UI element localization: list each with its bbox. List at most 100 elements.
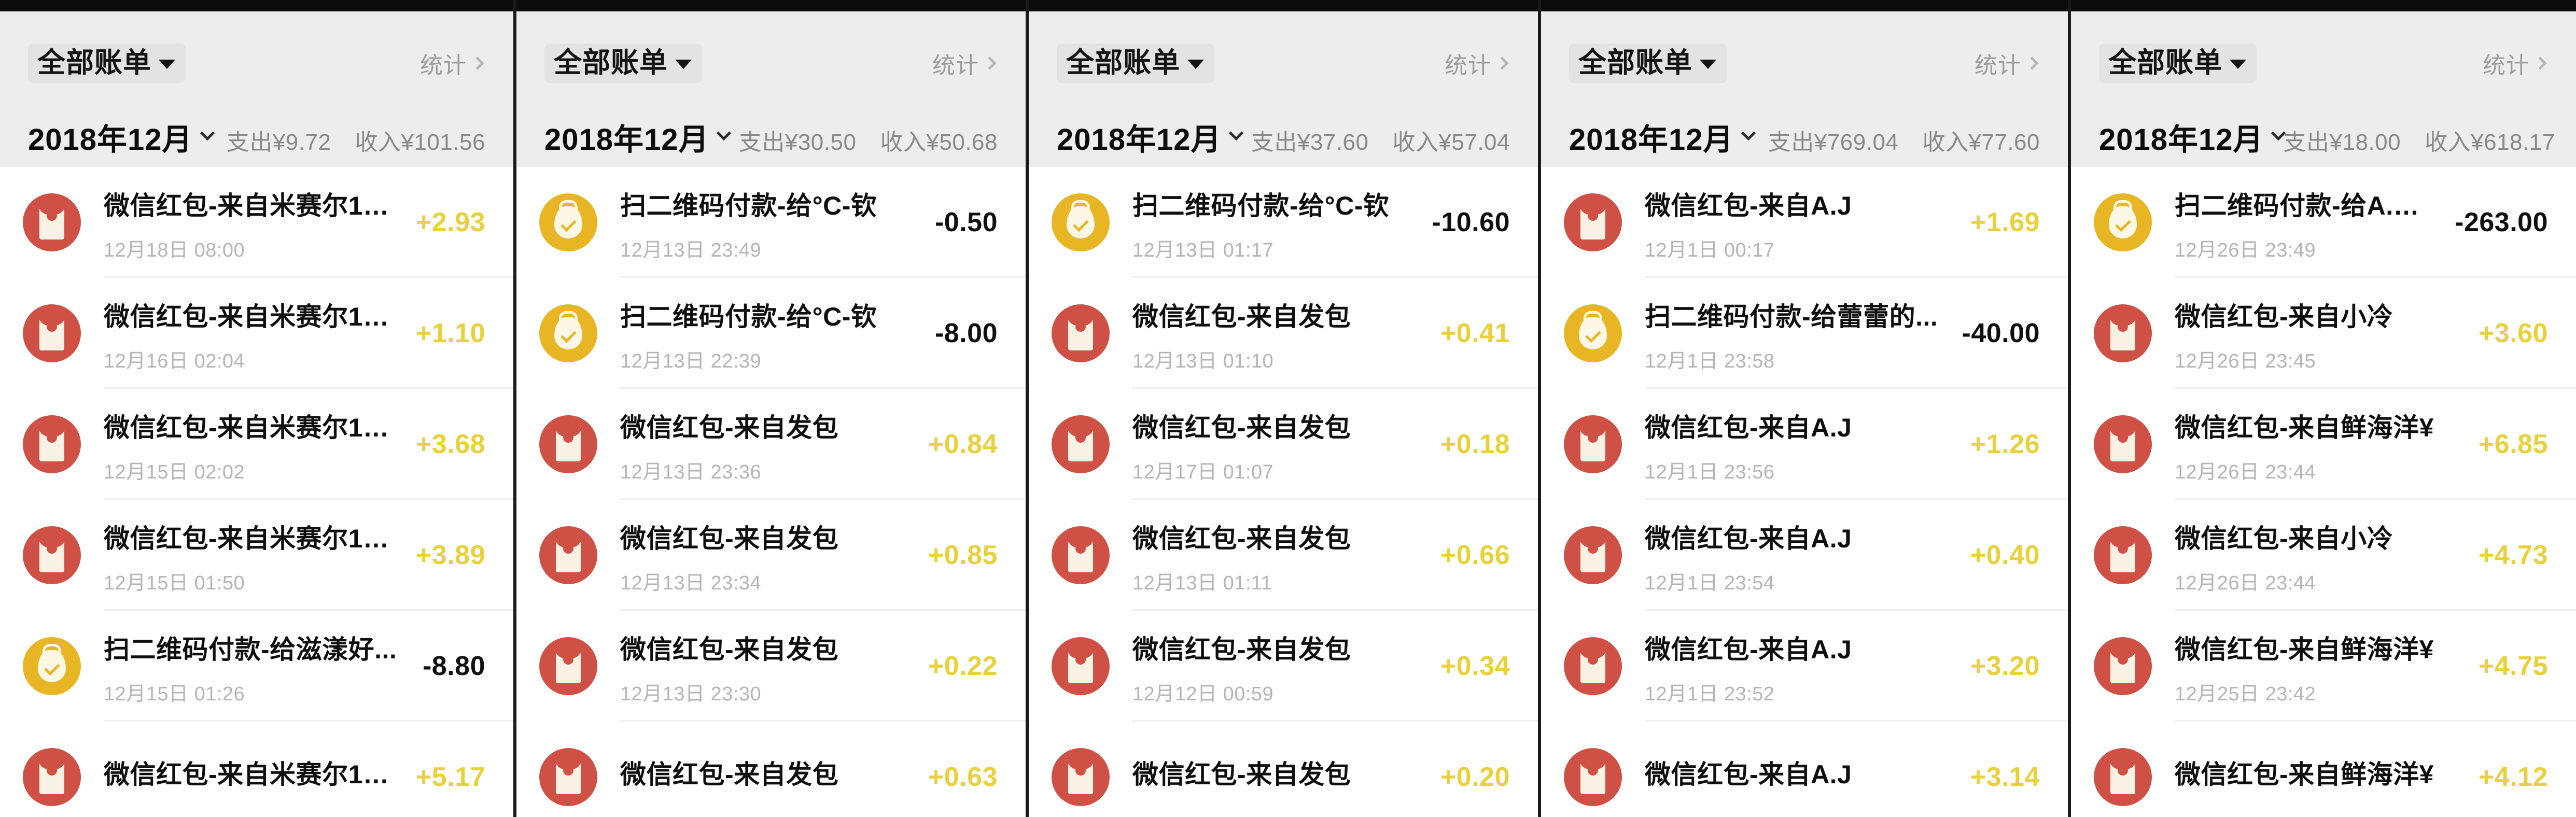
transaction-row[interactable]: 扫二维码付款-给°C-钦 12月13日 01:17 -10.60	[1029, 167, 1538, 278]
red-packet-icon	[23, 304, 81, 362]
statistics-link[interactable]: 统计	[1445, 47, 1510, 80]
envelope-glyph	[1579, 537, 1606, 572]
transaction-row[interactable]: 微信红包-来自发包 12月13日 01:11 +0.66	[1029, 500, 1538, 611]
transaction-row[interactable]: 微信红包-来自小冷 12月26日 23:45 +3.60	[2071, 278, 2576, 389]
month-label: 2018年12月	[544, 123, 709, 157]
transaction-date: 12月13日 23:36	[620, 461, 762, 483]
statistics-link[interactable]: 统计	[1975, 47, 2040, 80]
transaction-row[interactable]: 微信红包-来自发包 12月13日 23:30 +0.22	[516, 611, 1026, 722]
month-totals: 支出¥30.50 收入¥50.68	[739, 123, 998, 157]
transaction-row[interactable]: 微信红包-来自米赛尔12-... 12月16日 02:04 +1.10	[0, 278, 513, 389]
account-filter-dropdown[interactable]: 全部账单	[1057, 44, 1214, 83]
account-filter-dropdown[interactable]: 全部账单	[1569, 44, 1727, 83]
transaction-title: 扫二维码付款-给滋漾好...	[104, 635, 397, 664]
envelope-glyph	[2109, 426, 2136, 461]
transaction-row[interactable]: 扫二维码付款-给°C-钦 12月13日 22:39 -8.00	[516, 278, 1026, 389]
transaction-row[interactable]: 微信红包-来自米赛尔12-... +5.17	[0, 722, 513, 817]
red-packet-icon	[23, 415, 81, 473]
transaction-row[interactable]: 微信红包-来自小冷 12月26日 23:44 +4.73	[2071, 500, 2576, 611]
transaction-body: 扫二维码付款-给°C-钦 12月13日 01:17	[1132, 183, 1420, 262]
transaction-date: 12月1日 00:17	[1645, 239, 1775, 261]
transaction-row[interactable]: 微信红包-来自发包 12月12日 00:59 +0.34	[1029, 611, 1538, 722]
transaction-row[interactable]: 微信红包-来自发包 12月13日 23:36 +0.84	[516, 389, 1026, 500]
transaction-amount: +4.12	[2478, 762, 2548, 792]
transaction-row[interactable]: 微信红包-来自A.J 12月1日 23:56 +1.26	[1541, 389, 2068, 500]
transaction-row[interactable]: 微信红包-来自A.J +3.14	[1541, 722, 2068, 817]
transaction-row[interactable]: 微信红包-来自鲜海洋¥ +4.12	[2071, 722, 2576, 817]
statistics-link[interactable]: 统计	[420, 47, 485, 80]
transaction-row[interactable]: 扫二维码付款-给蕾蕾的... 12月1日 23:58 -40.00	[1541, 278, 2068, 389]
account-filter-dropdown[interactable]: 全部账单	[544, 44, 702, 83]
transaction-row[interactable]: 微信红包-来自发包 +0.63	[516, 722, 1026, 817]
transaction-row[interactable]: 微信红包-来自鲜海洋¥ 12月25日 23:42 +4.75	[2071, 611, 2576, 722]
bill-panel-1: 全部账单 统计 2018年12月 支出¥9.72 收入¥101.56 微信红包-来自米赛尔…	[0, 0, 516, 817]
transaction-row[interactable]: 微信红包-来自A.J 12月1日 23:54 +0.40	[1541, 500, 2068, 611]
statistics-link[interactable]: 统计	[932, 47, 998, 80]
transaction-amount: +1.26	[1970, 429, 2040, 459]
month-summary-row: 2018年12月 支出¥37.60 收入¥57.04	[1029, 83, 1538, 159]
bag-glyph	[1067, 206, 1095, 238]
red-packet-icon	[539, 748, 597, 806]
transaction-body: 扫二维码付款-给A.😊... 12月26日 23:49	[2175, 183, 2442, 262]
transaction-body: 微信红包-来自A.J 12月1日 23:56	[1645, 405, 1958, 484]
transaction-body: 微信红包-来自米赛尔12-... 12月15日 01:50	[104, 516, 403, 595]
chevron-right-icon	[983, 57, 997, 70]
chevron-down-icon	[1187, 60, 1204, 69]
status-bar	[1541, 0, 2068, 11]
transaction-body: 扫二维码付款-给°C-钦 12月13日 23:49	[620, 183, 922, 262]
transaction-row[interactable]: 微信红包-来自发包 12月17日 01:07 +0.18	[1029, 389, 1538, 500]
account-filter-dropdown[interactable]: 全部账单	[2099, 44, 2257, 83]
transaction-row[interactable]: 扫二维码付款-给滋漾好... 12月15日 01:26 -8.80	[0, 611, 513, 722]
transaction-title: 微信红包-来自发包	[1132, 760, 1351, 789]
transaction-title: 微信红包-来自小冷	[2175, 524, 2393, 553]
transaction-row[interactable]: 微信红包-来自米赛尔12-... 12月15日 02:02 +3.68	[0, 389, 513, 500]
transaction-row[interactable]: 微信红包-来自发包 +0.20	[1029, 722, 1538, 817]
red-packet-icon	[539, 415, 597, 473]
bag-glyph	[554, 317, 582, 349]
transaction-row[interactable]: 微信红包-来自发包 12月13日 23:34 +0.85	[516, 500, 1026, 611]
transaction-row[interactable]: 微信红包-来自发包 12月13日 01:10 +0.41	[1029, 278, 1538, 389]
transaction-title: 微信红包-来自发包	[620, 413, 839, 442]
red-packet-icon	[1052, 748, 1110, 806]
month-picker[interactable]: 2018年12月	[1057, 115, 1243, 159]
red-packet-icon	[1052, 415, 1110, 473]
total-income-label: 收入¥101.56	[355, 130, 485, 155]
money-bag-icon	[539, 193, 597, 251]
month-picker[interactable]: 2018年12月	[1569, 115, 1756, 159]
transaction-amount: +1.69	[1970, 207, 2040, 237]
bill-panel-5: 全部账单 统计 2018年12月 支出¥18.00 收入¥618.17 扫二维码付款-给A…	[2071, 0, 2576, 817]
bag-glyph	[1579, 317, 1607, 349]
transaction-row[interactable]: 微信红包-来自鲜海洋¥ 12月26日 23:44 +6.85	[2071, 389, 2576, 500]
month-picker[interactable]: 2018年12月	[544, 115, 731, 159]
transaction-amount: -8.80	[422, 651, 485, 681]
transaction-amount: +3.89	[415, 540, 485, 570]
transaction-row[interactable]: 微信红包-来自A.J 12月1日 00:17 +1.69	[1541, 167, 2068, 278]
transaction-row[interactable]: 微信红包-来自米赛尔12-... 12月15日 01:50 +3.89	[0, 500, 513, 611]
transaction-row[interactable]: 微信红包-来自米赛尔12-... 12月18日 08:00 +2.93	[0, 167, 513, 278]
month-totals: 支出¥9.72 收入¥101.56	[227, 123, 485, 157]
transaction-date: 12月26日 23:44	[2175, 461, 2316, 483]
header-top-row: 全部账单 统计	[0, 11, 513, 83]
chevron-down-icon	[1741, 125, 1756, 141]
statistics-link[interactable]: 统计	[2483, 47, 2548, 80]
transaction-row[interactable]: 扫二维码付款-给A.😊... 12月26日 23:49 -263.00	[2071, 167, 2576, 278]
account-filter-dropdown[interactable]: 全部账单	[28, 44, 186, 83]
transaction-amount: +5.17	[415, 762, 485, 792]
red-packet-icon	[1564, 637, 1622, 695]
month-totals: 支出¥37.60 收入¥57.04	[1251, 123, 1510, 157]
month-picker[interactable]: 2018年12月	[2099, 115, 2286, 159]
transaction-body: 微信红包-来自发包 12月13日 23:34	[620, 516, 916, 595]
transaction-row[interactable]: 微信红包-来自A.J 12月1日 23:52 +3.20	[1541, 611, 2068, 722]
transaction-amount: +0.20	[1440, 762, 1510, 792]
envelope-glyph	[1067, 426, 1094, 461]
transaction-body: 微信红包-来自A.J	[1645, 752, 1958, 802]
transaction-date: 12月13日 01:17	[1132, 239, 1274, 261]
transaction-amount: +0.34	[1440, 651, 1510, 681]
money-bag-icon	[539, 304, 597, 362]
month-picker[interactable]: 2018年12月	[28, 115, 215, 159]
transaction-amount: +3.68	[415, 429, 485, 459]
transaction-row[interactable]: 扫二维码付款-给°C-钦 12月13日 23:49 -0.50	[516, 167, 1026, 278]
transaction-body: 微信红包-来自米赛尔12-... 12月18日 08:00	[104, 183, 403, 262]
transaction-body: 微信红包-来自鲜海洋¥ 12月25日 23:42	[2175, 627, 2466, 706]
